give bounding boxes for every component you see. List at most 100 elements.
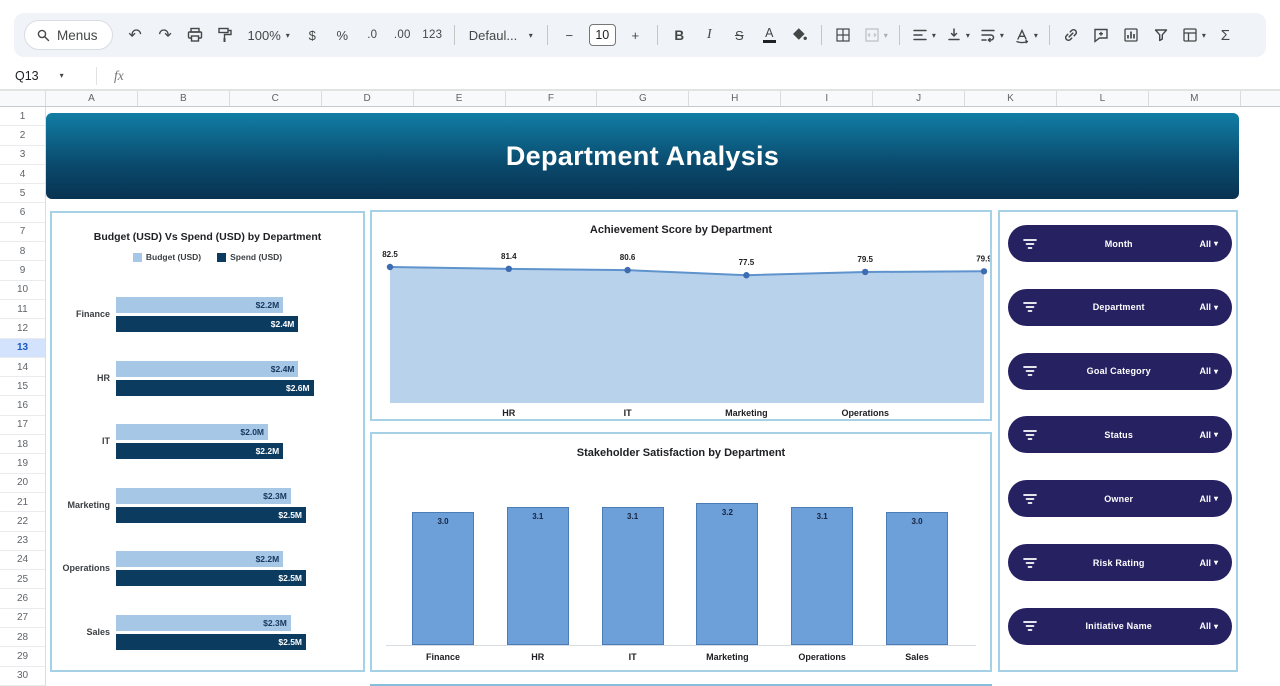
text-wrap-button[interactable]: ▾ xyxy=(976,21,1007,49)
text-rotation-button[interactable]: ▾ xyxy=(1010,21,1041,49)
row-header-20[interactable]: 20 xyxy=(0,474,45,493)
row-header-2[interactable]: 2 xyxy=(0,126,45,145)
row-header-15[interactable]: 15 xyxy=(0,377,45,396)
bold-button[interactable]: B xyxy=(666,21,693,49)
currency-format-button[interactable]: $ xyxy=(299,21,326,49)
point-label: 80.6 xyxy=(620,253,636,262)
slicer-value[interactable]: All▾ xyxy=(1199,621,1218,631)
insert-comment-button[interactable] xyxy=(1088,21,1115,49)
slicer-month[interactable]: MonthAll▾ xyxy=(1008,225,1232,262)
value-label: $2.0M xyxy=(240,427,268,437)
fill-color-button[interactable] xyxy=(786,21,813,49)
menus-button[interactable]: Menus xyxy=(24,20,113,50)
x-axis-label: HR xyxy=(502,408,515,418)
row-header-1[interactable]: 1 xyxy=(0,107,45,126)
borders-button[interactable] xyxy=(830,21,857,49)
column-header-M[interactable]: M xyxy=(1149,91,1241,106)
slicer-owner[interactable]: OwnerAll▾ xyxy=(1008,480,1232,517)
row-header-5[interactable]: 5 xyxy=(0,184,45,203)
row-header-30[interactable]: 30 xyxy=(0,667,45,686)
vertical-align-button[interactable]: ▾ xyxy=(942,21,973,49)
row-header-10[interactable]: 10 xyxy=(0,281,45,300)
create-filter-button[interactable] xyxy=(1148,21,1175,49)
formula-input[interactable] xyxy=(124,62,1280,89)
slicer-status[interactable]: StatusAll▾ xyxy=(1008,416,1232,453)
insert-chart-button[interactable] xyxy=(1118,21,1145,49)
column-header-J[interactable]: J xyxy=(873,91,965,106)
column-header-E[interactable]: E xyxy=(414,91,506,106)
row-header-26[interactable]: 26 xyxy=(0,589,45,608)
row-header-14[interactable]: 14 xyxy=(0,358,45,377)
functions-button[interactable]: Σ xyxy=(1212,21,1239,49)
row-header-8[interactable]: 8 xyxy=(0,242,45,261)
slicer-value[interactable]: All▾ xyxy=(1199,366,1218,376)
row-header-24[interactable]: 24 xyxy=(0,551,45,570)
font-family-select[interactable]: Defaul... ▾ xyxy=(463,21,539,49)
row-header-6[interactable]: 6 xyxy=(0,203,45,222)
select-all-corner[interactable] xyxy=(0,91,46,106)
achievement-score-chart[interactable]: Achievement Score by Department 82.581.4… xyxy=(370,210,992,421)
percent-format-button[interactable]: % xyxy=(329,21,356,49)
font-size-input[interactable]: 10 xyxy=(589,24,616,46)
number-format-button[interactable]: 123 xyxy=(419,21,446,49)
row-header-25[interactable]: 25 xyxy=(0,570,45,589)
slicer-value[interactable]: All▾ xyxy=(1199,302,1218,312)
row-header-21[interactable]: 21 xyxy=(0,493,45,512)
print-button[interactable] xyxy=(182,21,209,49)
row-header-13[interactable]: 13 xyxy=(0,339,45,358)
row-header-17[interactable]: 17 xyxy=(0,416,45,435)
row-header-3[interactable]: 3 xyxy=(0,146,45,165)
insert-link-button[interactable] xyxy=(1058,21,1085,49)
slicer-department[interactable]: DepartmentAll▾ xyxy=(1008,289,1232,326)
column-header-G[interactable]: G xyxy=(597,91,689,106)
decrease-decimal-button[interactable]: .0 xyxy=(359,21,386,49)
column-header-L[interactable]: L xyxy=(1057,91,1149,106)
column-header-B[interactable]: B xyxy=(138,91,230,106)
slicer-value[interactable]: All▾ xyxy=(1199,430,1218,440)
row-header-4[interactable]: 4 xyxy=(0,165,45,184)
text-color-button[interactable]: A xyxy=(756,21,783,49)
slicer-value[interactable]: All▾ xyxy=(1199,494,1218,504)
merge-cells-button[interactable]: ▾ xyxy=(860,21,891,49)
paint-format-button[interactable] xyxy=(212,21,239,49)
row-header-22[interactable]: 22 xyxy=(0,512,45,531)
increase-decimal-button[interactable]: .00 xyxy=(389,21,416,49)
row-header-27[interactable]: 27 xyxy=(0,609,45,628)
horizontal-align-button[interactable]: ▾ xyxy=(908,21,939,49)
budget-vs-spend-chart[interactable]: Budget (USD) Vs Spend (USD) by Departmen… xyxy=(50,211,365,672)
row-header-12[interactable]: 12 xyxy=(0,319,45,338)
dashboard-banner[interactable]: Department Analysis xyxy=(46,113,1239,199)
undo-button[interactable]: ↶ xyxy=(122,21,149,49)
zoom-select[interactable]: 100% ▾ xyxy=(242,21,296,49)
slicer-value[interactable]: All▾ xyxy=(1199,558,1218,568)
row-header-23[interactable]: 23 xyxy=(0,532,45,551)
row-header-16[interactable]: 16 xyxy=(0,396,45,415)
slicer-initiative-name[interactable]: Initiative NameAll▾ xyxy=(1008,608,1232,645)
stakeholder-satisfaction-chart[interactable]: Stakeholder Satisfaction by Department 3… xyxy=(370,432,992,672)
decrease-font-size-button[interactable]: − xyxy=(556,21,583,49)
text-wrap-icon xyxy=(979,26,997,44)
slicer-goal-category[interactable]: Goal CategoryAll▾ xyxy=(1008,353,1232,390)
column-header-H[interactable]: H xyxy=(689,91,781,106)
column-header-I[interactable]: I xyxy=(781,91,873,106)
row-header-18[interactable]: 18 xyxy=(0,435,45,454)
slicer-value[interactable]: All▾ xyxy=(1199,239,1218,249)
column-header-A[interactable]: A xyxy=(46,91,138,106)
column-header-K[interactable]: K xyxy=(965,91,1057,106)
name-box[interactable]: Q13 ▾ xyxy=(0,62,96,89)
row-header-11[interactable]: 11 xyxy=(0,300,45,319)
redo-button[interactable]: ↷ xyxy=(152,21,179,49)
column-header-C[interactable]: C xyxy=(230,91,322,106)
row-header-7[interactable]: 7 xyxy=(0,223,45,242)
strikethrough-button[interactable]: S xyxy=(726,21,753,49)
column-header-F[interactable]: F xyxy=(506,91,598,106)
row-header-19[interactable]: 19 xyxy=(0,454,45,473)
increase-font-size-button[interactable]: + xyxy=(622,21,649,49)
row-header-29[interactable]: 29 xyxy=(0,647,45,666)
slicer-risk-rating[interactable]: Risk RatingAll▾ xyxy=(1008,544,1232,581)
italic-button[interactable]: I xyxy=(696,21,723,49)
row-header-28[interactable]: 28 xyxy=(0,628,45,647)
row-header-9[interactable]: 9 xyxy=(0,261,45,280)
column-header-D[interactable]: D xyxy=(322,91,414,106)
table-button[interactable]: ▾ xyxy=(1178,21,1209,49)
